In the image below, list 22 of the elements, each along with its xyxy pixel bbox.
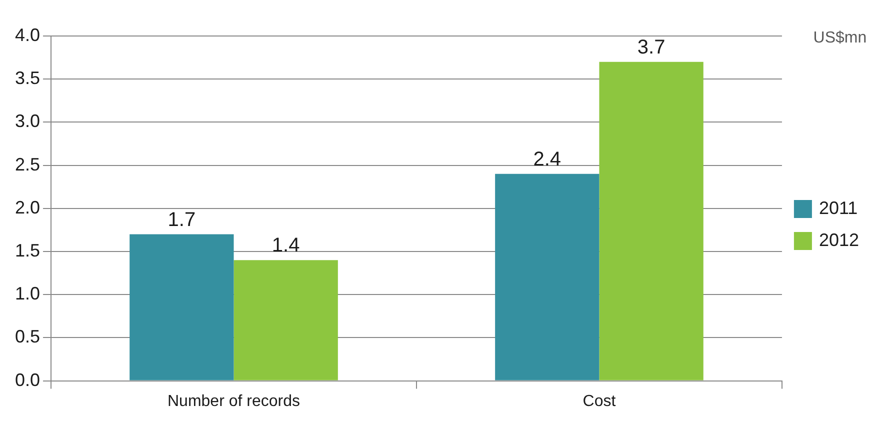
legend-label: 2011 — [818, 198, 858, 218]
data-label: 1.4 — [272, 234, 300, 257]
y-tick-label: 3.0 — [14, 111, 40, 132]
y-tick-label: 2.5 — [14, 154, 40, 174]
y-tick-label: 1.0 — [14, 284, 40, 304]
y-tick-label: 4.0 — [14, 24, 40, 45]
y-tick-label: 1.5 — [14, 240, 40, 260]
bar — [495, 174, 600, 380]
data-label: 2.4 — [533, 148, 562, 170]
bar — [130, 234, 234, 380]
data-label: 3.7 — [637, 36, 666, 58]
bar — [599, 62, 704, 380]
legend-label: 2012 — [818, 230, 860, 250]
y-tick-label: 0.5 — [14, 326, 40, 347]
y-tick-label: 3.5 — [14, 68, 40, 88]
bar — [234, 260, 338, 380]
y-tick-label: 0.0 — [14, 370, 40, 390]
y-tick-label: 2.0 — [14, 197, 40, 218]
x-tick-label: Cost — [582, 392, 616, 410]
data-label: 1.7 — [168, 208, 196, 231]
y-axis-title: US$mn — [813, 29, 867, 46]
x-tick-label: Number of records — [168, 392, 300, 410]
